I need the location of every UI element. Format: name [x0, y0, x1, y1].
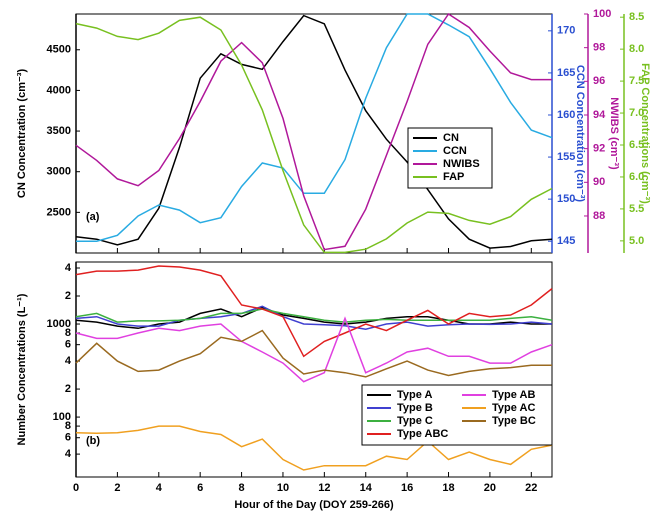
y2-tick-label: 155	[557, 151, 575, 163]
series-line	[75, 329, 552, 378]
y-tick-label: 100	[53, 411, 71, 423]
y-tick-label: 3000	[47, 166, 71, 178]
panel-label: (a)	[86, 211, 100, 223]
y2-tick-label: 170	[557, 25, 575, 37]
x-tick-label: 20	[484, 482, 496, 494]
y-tick-label: 4	[65, 355, 72, 367]
y-tick-label: 6	[65, 432, 71, 444]
x-tick-label: 2	[114, 482, 120, 494]
legend-label: CCN	[443, 145, 467, 157]
y-axis-title: Number Concentrations (L⁻¹)	[16, 293, 28, 445]
y3-tick-label: 88	[593, 210, 605, 222]
y2-tick-label: 165	[557, 67, 575, 79]
x-tick-label: 10	[277, 482, 289, 494]
y-axis-title: CN Concentration (cm⁻³)	[16, 69, 28, 199]
y3-tick-label: 90	[593, 176, 605, 188]
legend-label: Type AC	[492, 402, 535, 414]
y-tick-label: 2	[65, 290, 71, 302]
y3-tick-label: 100	[593, 8, 611, 20]
y2-tick-label: 145	[557, 235, 575, 247]
y3-tick-label: 96	[593, 75, 605, 87]
y4-tick-label: 7.0	[629, 107, 644, 119]
legend-label: Type AB	[492, 389, 535, 401]
legend-label: Type ABC	[397, 428, 448, 440]
legend-box	[361, 384, 553, 446]
series-line	[75, 16, 553, 254]
series-line	[75, 14, 553, 249]
y4-tick-label: 6.5	[629, 139, 644, 151]
y4-tick-label: 5.0	[629, 235, 644, 247]
y-tick-label: 4000	[47, 84, 71, 96]
y-tick-label: 2	[65, 383, 71, 395]
y2-tick-label: 150	[557, 193, 575, 205]
y-tick-label: 1000	[47, 318, 71, 330]
y3-tick-label: 94	[593, 109, 606, 121]
x-tick-label: 6	[197, 482, 203, 494]
y-tick-label: 4	[65, 262, 72, 274]
series-line	[75, 316, 553, 383]
x-tick-label: 14	[360, 482, 373, 494]
series-line	[75, 12, 552, 251]
y3-axis-title: NWIBS (cm⁻³)	[608, 97, 620, 170]
x-tick-label: 0	[73, 482, 79, 494]
series-line	[75, 265, 553, 358]
y4-tick-label: 6.0	[629, 171, 644, 183]
legend-label: Type C	[397, 415, 433, 427]
y-tick-label: 6	[65, 339, 71, 351]
y2-axis-title: CCN Concentration (cm⁻³)	[574, 65, 586, 203]
x-tick-label: 12	[318, 482, 330, 494]
series-line	[75, 308, 553, 323]
legend-label: Type BC	[492, 415, 536, 427]
legend-label: CN	[443, 132, 459, 144]
series-line	[75, 305, 553, 330]
y-tick-label: 8	[65, 327, 71, 339]
y4-tick-label: 8.5	[629, 11, 644, 23]
y-tick-label: 4500	[47, 44, 71, 56]
y4-tick-label: 8.0	[629, 43, 644, 55]
x-axis-title: Hour of the Day (DOY 259-266)	[234, 499, 394, 511]
y2-tick-label: 160	[557, 109, 575, 121]
y-tick-label: 4	[65, 448, 72, 460]
y4-tick-label: 7.5	[629, 75, 644, 87]
y-tick-label: 3500	[47, 125, 71, 137]
x-tick-label: 22	[525, 482, 537, 494]
x-tick-label: 4	[156, 482, 163, 494]
legend-label: Type B	[397, 402, 433, 414]
legend-label: FAP	[443, 171, 464, 183]
x-tick-label: 18	[442, 482, 454, 494]
y4-axis-title: FAP Concentrations (cm⁻³)	[639, 63, 651, 204]
y4-tick-label: 5.5	[629, 203, 644, 215]
series-line	[76, 13, 553, 242]
series-line	[75, 425, 553, 471]
y-tick-label: 2500	[47, 206, 71, 218]
legend-label: NWIBS	[443, 158, 480, 170]
legend-label: Type A	[397, 389, 433, 401]
x-tick-label: 16	[401, 482, 413, 494]
x-tick-label: 8	[239, 482, 245, 494]
y3-tick-label: 98	[593, 42, 605, 54]
panel-label: (b)	[86, 435, 100, 447]
y3-tick-label: 92	[593, 143, 605, 155]
y-tick-label: 8	[65, 420, 71, 432]
